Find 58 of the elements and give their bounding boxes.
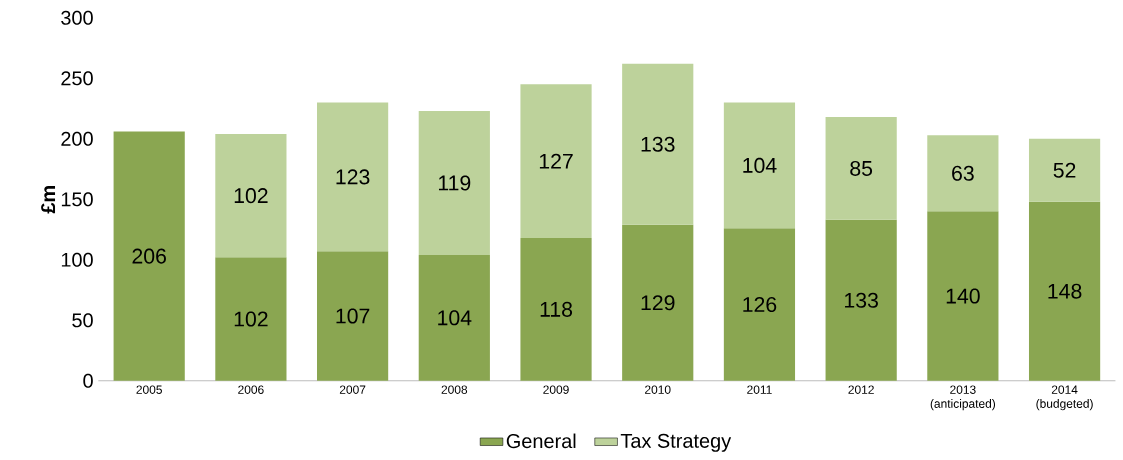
x-tick-label: 2006 bbox=[238, 385, 264, 394]
data-label: 119 bbox=[438, 175, 471, 191]
x-tick-label: 2013 (anticipated) bbox=[930, 385, 996, 411]
y-tick-label: 300 bbox=[61, 10, 93, 25]
data-label: 123 bbox=[336, 169, 370, 185]
bar bbox=[622, 63, 694, 225]
data-label: 104 bbox=[438, 310, 472, 326]
data-label: 104 bbox=[743, 157, 777, 173]
y-axis-title: £m bbox=[41, 186, 56, 214]
bar bbox=[622, 224, 694, 381]
bar bbox=[418, 110, 490, 255]
bar bbox=[927, 211, 999, 381]
x-tick-label: 2010 bbox=[645, 385, 671, 394]
x-tick-label: 2014 (budgeted) bbox=[1036, 385, 1093, 411]
data-label: 52 bbox=[1053, 162, 1076, 178]
bar bbox=[1028, 138, 1101, 202]
x-tick-label: 2011 bbox=[747, 385, 772, 394]
bar bbox=[723, 228, 796, 381]
y-tick-label: 0 bbox=[83, 373, 93, 388]
data-label: 102 bbox=[234, 311, 268, 327]
data-label: 85 bbox=[850, 160, 873, 176]
data-label: 133 bbox=[845, 292, 878, 308]
x-tick-label: 2012 bbox=[848, 385, 874, 394]
bar bbox=[113, 131, 185, 381]
data-label: 118 bbox=[540, 301, 573, 317]
data-label: 148 bbox=[1048, 283, 1082, 299]
data-label: 133 bbox=[641, 136, 675, 152]
x-tick-label: 2005 bbox=[136, 385, 162, 394]
y-tick-label: 50 bbox=[72, 313, 93, 328]
data-label: 107 bbox=[336, 308, 370, 324]
bar bbox=[723, 102, 796, 229]
data-label: 140 bbox=[946, 288, 980, 304]
x-tick-label: 2009 bbox=[543, 385, 569, 394]
y-tick-label: 100 bbox=[61, 252, 93, 267]
bar bbox=[317, 251, 389, 381]
y-tick-label: 150 bbox=[61, 192, 93, 207]
data-label: 206 bbox=[132, 248, 166, 264]
y-tick-label: 200 bbox=[61, 131, 93, 146]
bar bbox=[825, 219, 897, 381]
bar bbox=[215, 257, 287, 381]
data-label: 127 bbox=[539, 153, 573, 169]
data-label: 63 bbox=[952, 165, 974, 181]
bar bbox=[1028, 201, 1101, 381]
data-label: 102 bbox=[234, 188, 268, 204]
x-tick-label: 2008 bbox=[441, 385, 468, 394]
bar bbox=[215, 133, 287, 258]
data-label: 126 bbox=[743, 296, 777, 312]
legend-label: Tax Strategy bbox=[620, 433, 732, 452]
bar bbox=[520, 84, 592, 238]
x-tick-label: 2007 bbox=[339, 385, 366, 394]
bar bbox=[317, 102, 389, 252]
bar bbox=[927, 135, 999, 212]
y-tick-label: 250 bbox=[61, 71, 93, 86]
bar bbox=[825, 116, 897, 220]
legend-label: General bbox=[506, 433, 576, 449]
data-label: 129 bbox=[641, 295, 675, 311]
bar bbox=[418, 254, 490, 381]
bar bbox=[520, 237, 592, 381]
